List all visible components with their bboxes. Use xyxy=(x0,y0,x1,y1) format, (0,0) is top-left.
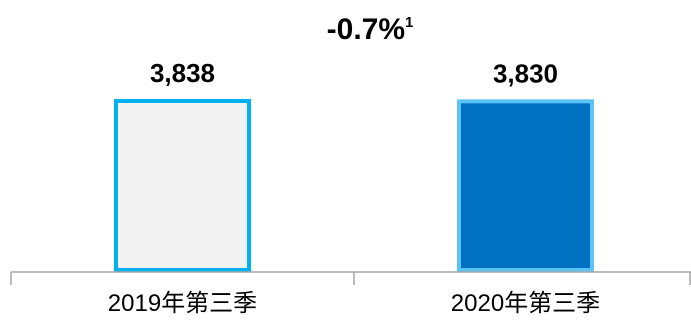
change-annotation-value: -0.7% xyxy=(327,13,405,46)
bar-2020-q3 xyxy=(457,99,594,272)
bar-2019-q3 xyxy=(114,99,251,272)
change-annotation-footnote: 1 xyxy=(405,14,413,31)
value-label-2020-q3: 3,830 xyxy=(493,58,558,88)
change-annotation: -0.7%1 xyxy=(327,13,414,46)
category-label-2020-q3: 2020年第三季 xyxy=(451,290,600,317)
category-label-2019-q3: 2019年第三季 xyxy=(108,290,257,317)
value-label-2019-q3: 3,838 xyxy=(150,58,215,88)
